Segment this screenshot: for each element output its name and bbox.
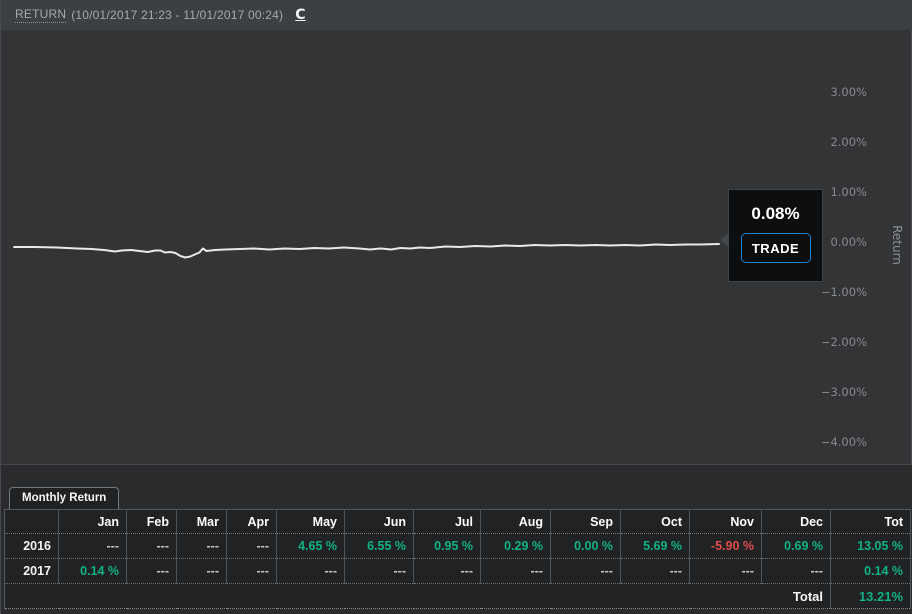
chart-header: RETURN (10/01/2017 21:23 - 11/01/2017 00… [1,0,912,30]
cell-2017-mar: --- [176,558,227,584]
row-year: 2016 [4,533,59,559]
cell-2016-dec: 0.69 % [761,533,831,559]
col-nov: Nov [689,509,762,534]
y-tick: 0.00% [830,235,867,249]
cell-2016-nov: -5.90 % [689,533,762,559]
col-tot: Tot [830,509,911,534]
monthly-return-panel: Monthly Return Jan Feb Mar Apr May Jun [1,465,912,613]
table-row-2017: 2017 0.14 % --- --- --- --- --- --- --- … [4,558,911,584]
date-range: (10/01/2017 21:23 - 11/01/2017 00:24) [71,8,284,22]
table-total-row: Total 13.21% [4,583,911,609]
row-year: 2017 [4,558,59,584]
cell-2016-jan: --- [58,533,127,559]
col-sep: Sep [550,509,621,534]
col-aug: Aug [480,509,551,534]
cell-2016-feb: --- [126,533,177,559]
refresh-icon[interactable]: C [295,7,306,23]
col-jul: Jul [413,509,481,534]
cell-2017-aug: --- [480,558,551,584]
cell-2017-may: --- [276,558,345,584]
col-may: May [276,509,345,534]
cell-2016-aug: 0.29 % [480,533,551,559]
cell-2017-oct: --- [620,558,690,584]
cell-2016-jul: 0.95 % [413,533,481,559]
return-line-chart[interactable] [1,30,912,464]
col-oct: Oct [620,509,690,534]
col-year [4,509,59,534]
cell-2016-tot: 13.05 % [830,533,911,559]
y-tick: −4.00% [820,435,867,449]
y-tick: 1.00% [830,185,867,199]
col-jan: Jan [58,509,127,534]
col-feb: Feb [126,509,177,534]
y-axis-title: Return [890,225,905,265]
table-row-2016: 2016 --- --- --- --- 4.65 % 6.55 % 0.95 … [4,533,911,559]
col-mar: Mar [176,509,227,534]
trade-button[interactable]: TRADE [740,233,811,263]
cell-2016-apr: --- [226,533,277,559]
total-value: 13.21% [858,588,903,604]
cell-2016-jun: 6.55 % [344,533,414,559]
table-header-row: Jan Feb Mar Apr May Jun Jul Aug Sep Oct … [4,509,911,534]
y-tick: 2.00% [830,135,867,149]
cell-2017-tot: 0.14 % [830,558,911,584]
cell-2016-may: 4.65 % [276,533,345,559]
monthly-return-table: Jan Feb Mar Apr May Jun Jul Aug Sep Oct … [4,509,911,609]
cell-2017-sep: --- [550,558,621,584]
col-dec: Dec [761,509,831,534]
cell-2017-dec: --- [761,558,831,584]
tooltip-value: 0.08% [751,204,800,223]
col-jun: Jun [344,509,414,534]
y-tick: −3.00% [820,385,867,399]
cell-2017-feb: --- [126,558,177,584]
tab-monthly-return[interactable]: Monthly Return [9,487,120,509]
tooltip-arrow-icon [720,233,729,247]
chart-tooltip: 0.08% TRADE [720,189,823,282]
page-title: RETURN [15,7,67,23]
cell-2016-mar: --- [176,533,227,559]
cell-2017-nov: --- [689,558,762,584]
cell-2017-apr: --- [226,558,277,584]
y-tick: 3.00% [830,85,867,99]
y-tick: −2.00% [820,335,867,349]
cell-2016-oct: 5.69 % [620,533,690,559]
cell-2017-jun: --- [344,558,414,584]
y-tick: −1.00% [820,285,867,299]
return-line [13,243,720,259]
col-apr: Apr [226,509,277,534]
return-chart[interactable]: 3.00% 2.00% 1.00% 0.00% −1.00% −2.00% −3… [1,30,912,465]
cell-2017-jul: --- [413,558,481,584]
cell-2017-jan: 0.14 % [58,558,127,584]
cell-2016-sep: 0.00 % [550,533,621,559]
total-label: Total [4,583,831,609]
